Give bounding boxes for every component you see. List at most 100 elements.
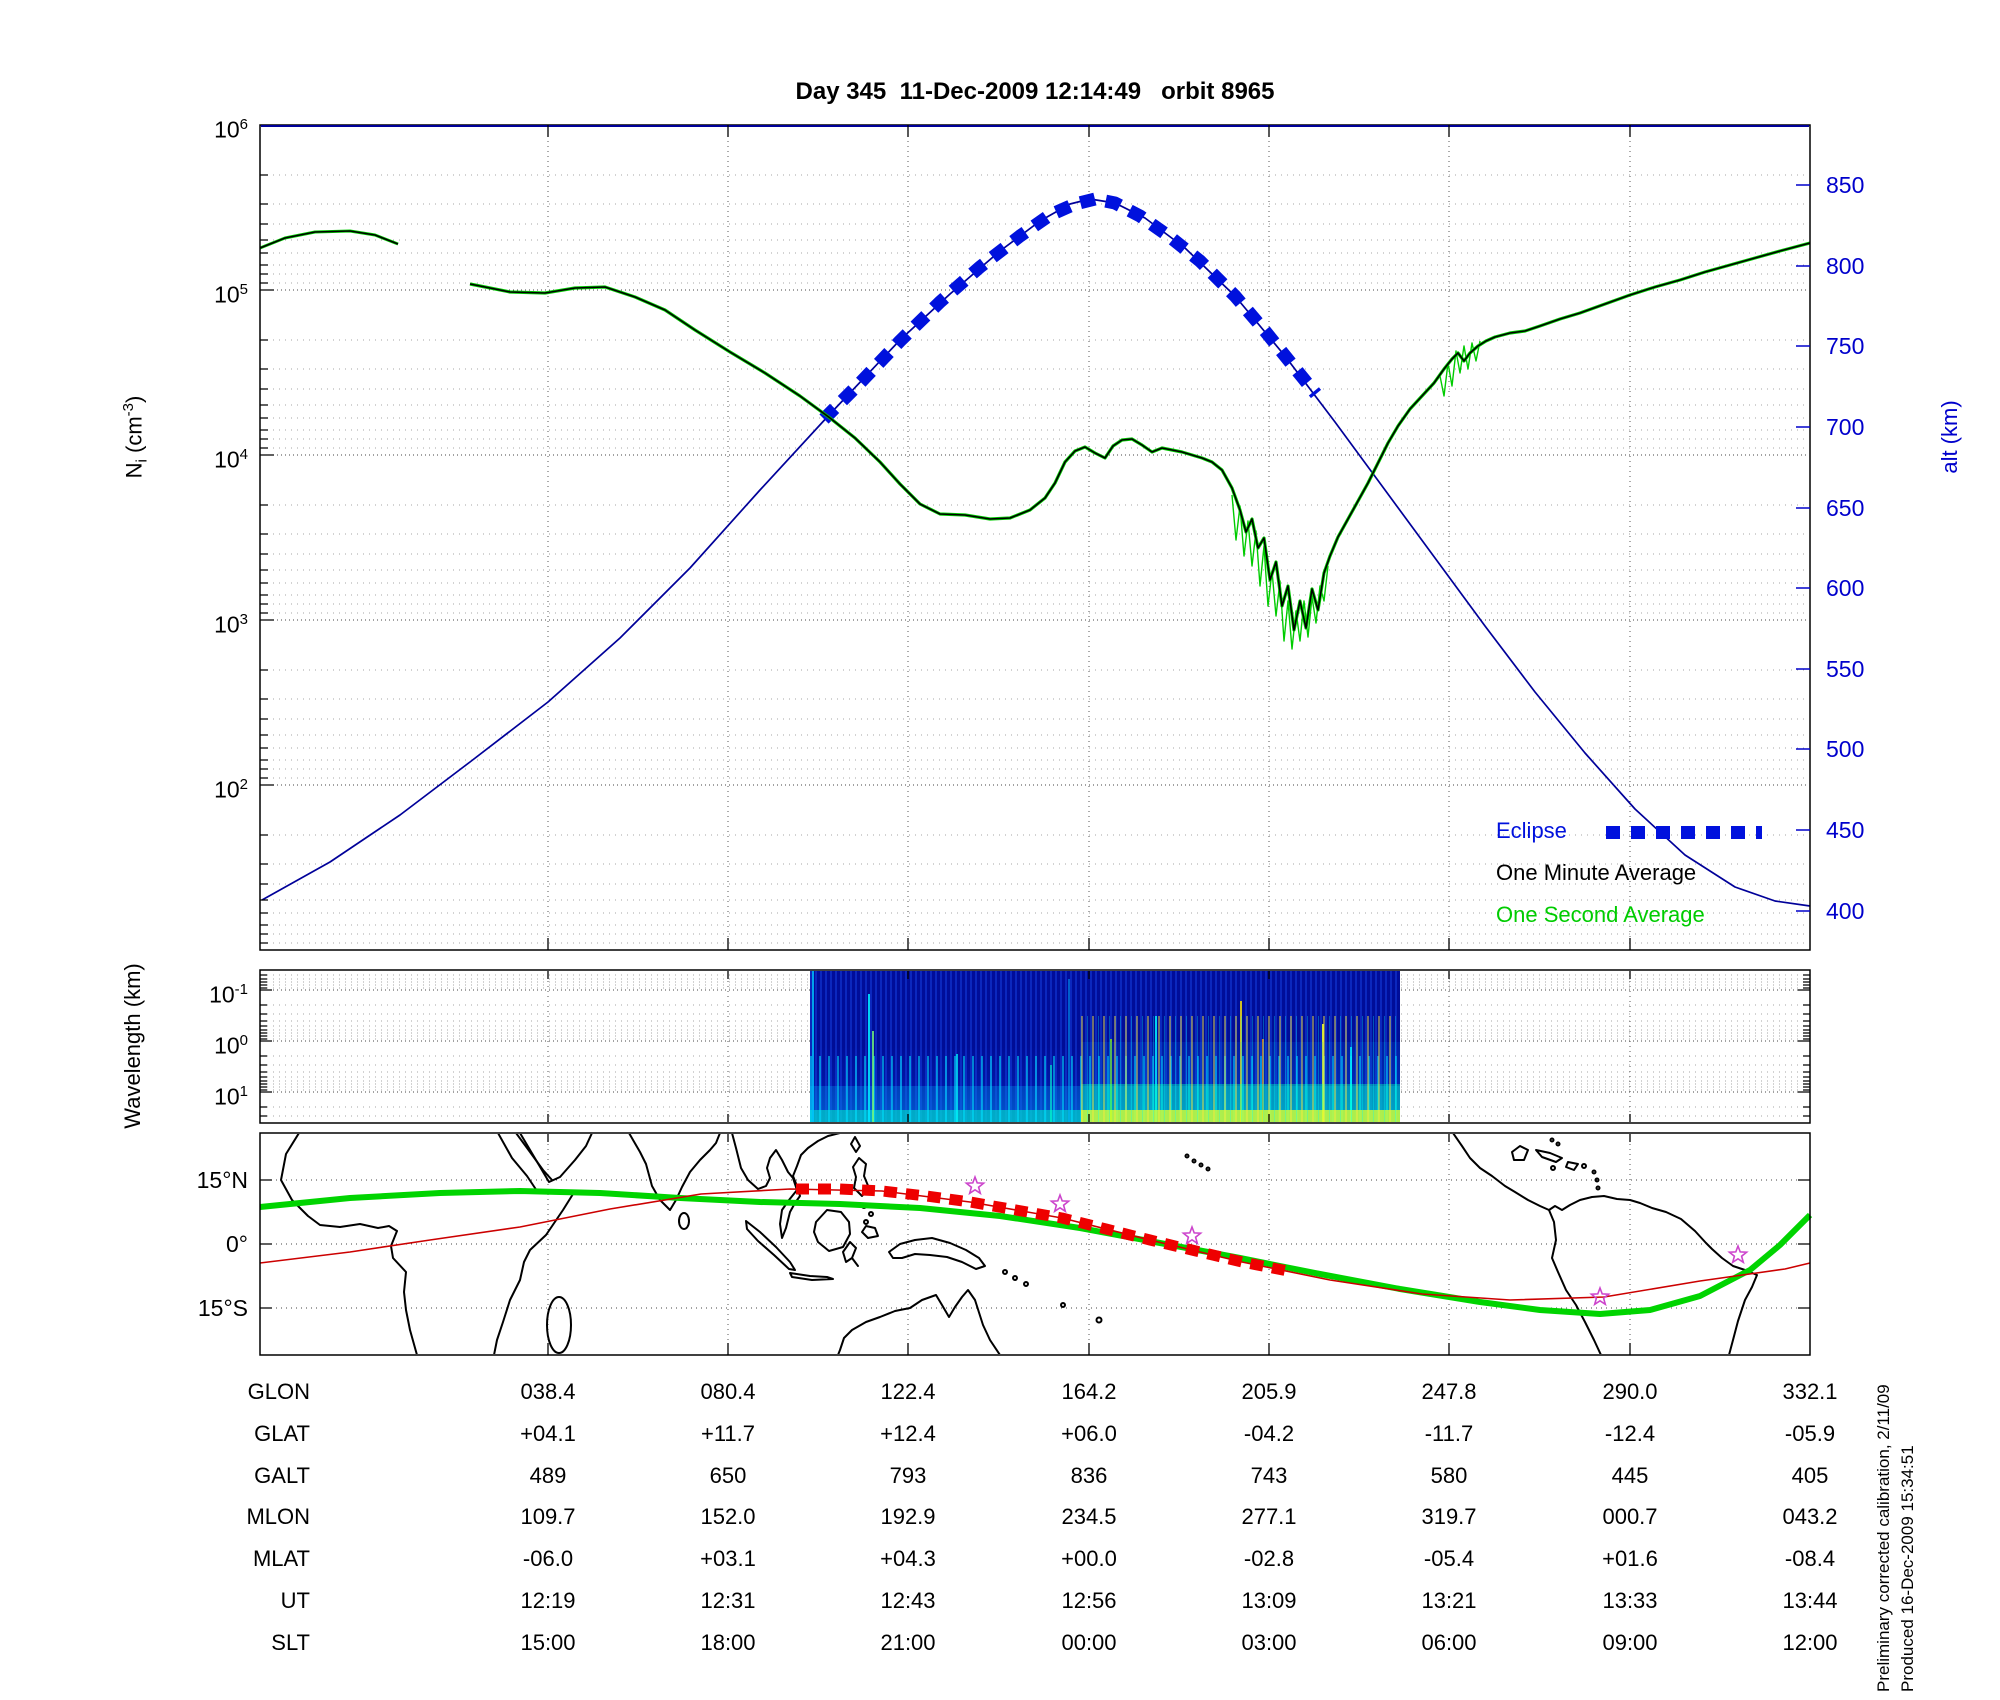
table-cell: 650 xyxy=(709,1462,747,1488)
legend-one-second-label: One Second Average xyxy=(1496,902,1705,927)
latitude-tick-label: 15°S xyxy=(197,1295,248,1321)
legend-one-minute-label: One Minute Average xyxy=(1496,860,1697,885)
one-second-noise-dip xyxy=(1231,494,1329,650)
table-cell: -05.4 xyxy=(1423,1546,1475,1572)
wavelength-axis-title: Wavelength (km) xyxy=(120,963,145,1129)
table-cell: +03.1 xyxy=(700,1546,756,1572)
table-cell: 192.9 xyxy=(880,1504,936,1530)
mag-equator-line xyxy=(259,1188,1813,1317)
panel-borders xyxy=(259,124,1811,1356)
spectrogram-streak xyxy=(1050,1064,1052,1122)
eclipse-arc xyxy=(819,192,1322,424)
table-cell: 793 xyxy=(889,1462,927,1488)
table-cell: 405 xyxy=(1791,1462,1829,1488)
table-cell: 109.7 xyxy=(520,1504,576,1530)
spectrogram-streak xyxy=(872,1031,874,1122)
table-row: MLAT -06.0 +03.1 +04.3 +00.0 -02.8 -05.4… xyxy=(0,1538,2000,1580)
one-second-noise-right xyxy=(1439,340,1481,397)
table-cell: 06:00 xyxy=(1421,1629,1477,1655)
table-cell: 234.5 xyxy=(1061,1504,1117,1530)
table-cell: 12:00 xyxy=(1782,1629,1838,1655)
table-cell: 332.1 xyxy=(1782,1379,1838,1404)
table-cell: 580 xyxy=(1430,1462,1468,1488)
altitude-tick-label: 800 xyxy=(1826,253,1865,279)
table-cell: +00.0 xyxy=(1061,1546,1117,1572)
table-cell: 743 xyxy=(1250,1462,1288,1488)
altitude-tick-label: 400 xyxy=(1826,898,1865,924)
altitude-tick-label: 600 xyxy=(1826,575,1865,601)
map-star-markers xyxy=(1589,1285,1611,1307)
p1-minor-grid xyxy=(261,174,1809,944)
table-cell: -06.0 xyxy=(522,1546,574,1572)
table-cell: 277.1 xyxy=(1241,1504,1297,1530)
table-cell: 13:44 xyxy=(1782,1587,1838,1613)
table-cell: 836 xyxy=(1070,1462,1108,1488)
table-cell: 12:19 xyxy=(520,1587,576,1613)
legend-eclipse-marker xyxy=(1606,826,1762,839)
production-note: Preliminary corrected calibration, 2/11/… xyxy=(1872,1384,1920,1692)
legend-eclipse-label: Eclipse xyxy=(1496,818,1567,843)
table-cell: 489 xyxy=(529,1462,567,1488)
density-tick-label: 106 xyxy=(214,116,248,143)
map-star-markers xyxy=(1181,1224,1203,1246)
table-cell: -11.7 xyxy=(1424,1420,1474,1446)
table-cell: 18:00 xyxy=(700,1629,756,1655)
table-cell: 290.0 xyxy=(1602,1379,1658,1404)
altitude-tick-label: 700 xyxy=(1826,414,1865,440)
latitude-tick-label: 15°N xyxy=(196,1167,248,1193)
table-cell: -02.8 xyxy=(1243,1546,1295,1572)
table-row: SLT 15:00 18:00 21:00 00:00 03:00 06:00 … xyxy=(0,1622,2000,1664)
spectrogram-streak xyxy=(1068,978,1070,1122)
one-minute-curve-a xyxy=(259,230,399,249)
table-row-label: GLAT xyxy=(254,1420,310,1446)
altitude-tick-label: 500 xyxy=(1826,736,1865,762)
spectrogram-streak xyxy=(812,971,814,1122)
table-cell: 122.4 xyxy=(880,1379,936,1404)
density-tick-label: 103 xyxy=(214,611,248,638)
altitude-tick-label: 750 xyxy=(1826,333,1865,359)
altitude-axis-title: alt (km) xyxy=(1937,400,1962,474)
table-row-label: MLAT xyxy=(252,1546,310,1572)
one-minute-curve-main xyxy=(469,242,1811,631)
table-cell: 152.0 xyxy=(700,1504,756,1530)
table-cell: 21:00 xyxy=(880,1629,936,1655)
density-tick-label: 105 xyxy=(214,281,248,308)
table-cell: +01.6 xyxy=(1602,1546,1658,1572)
map-ground-track xyxy=(259,1188,1811,1301)
table-cell: -05.9 xyxy=(1784,1420,1836,1446)
ephemeris-table: GLON 038.4 080.4 122.4 164.2 205.9 247.8… xyxy=(0,1371,2000,1664)
table-row: GLON 038.4 080.4 122.4 164.2 205.9 247.8… xyxy=(0,1371,2000,1413)
table-cell: 080.4 xyxy=(700,1379,756,1404)
table-cell: +12.4 xyxy=(880,1420,936,1446)
table-row: GALT 489 650 793 836 743 580 445 405 xyxy=(0,1455,2000,1497)
map-lon-grid xyxy=(547,1134,1631,1354)
table-cell: 000.7 xyxy=(1602,1504,1658,1530)
map-star-markers xyxy=(964,1174,986,1196)
table-row-label: SLT xyxy=(271,1629,310,1655)
page-title: Day 345 11-Dec-2009 12:14:49 orbit 8965 xyxy=(795,78,1275,105)
axis-ticks xyxy=(260,125,1810,1355)
spectrogram-streak xyxy=(956,1054,958,1122)
altitude-tick-label: 850 xyxy=(1826,172,1865,198)
table-cell: +04.3 xyxy=(880,1546,936,1572)
table-cell: 12:43 xyxy=(880,1587,936,1613)
table-cell: -12.4 xyxy=(1604,1420,1656,1446)
production-note-line1: Preliminary corrected calibration, 2/11/… xyxy=(1874,1384,1893,1692)
density-tick-label: 102 xyxy=(214,776,248,803)
table-cell: 038.4 xyxy=(520,1379,576,1404)
table-cell: 247.8 xyxy=(1421,1379,1477,1404)
table-cell: 13:21 xyxy=(1421,1587,1477,1613)
spectrogram-streak xyxy=(868,993,870,1122)
altitude-tick-label: 550 xyxy=(1826,656,1865,682)
table-cell: 09:00 xyxy=(1602,1629,1658,1655)
table-row: GLAT +04.1 +11.7 +12.4 +06.0 -04.2 -11.7… xyxy=(0,1413,2000,1455)
production-note-line2: Produced 16-Dec-2009 15:34:51 xyxy=(1898,1445,1917,1692)
one-second-curve-main xyxy=(469,241,1811,632)
table-row-label: GALT xyxy=(254,1462,310,1488)
map-coastlines xyxy=(280,1134,1758,1354)
table-cell: 13:09 xyxy=(1241,1587,1297,1613)
table-row-label: GLON xyxy=(247,1379,310,1404)
wavelength-tick-label: 10-1 xyxy=(209,981,248,1008)
table-cell: +04.1 xyxy=(520,1420,576,1446)
